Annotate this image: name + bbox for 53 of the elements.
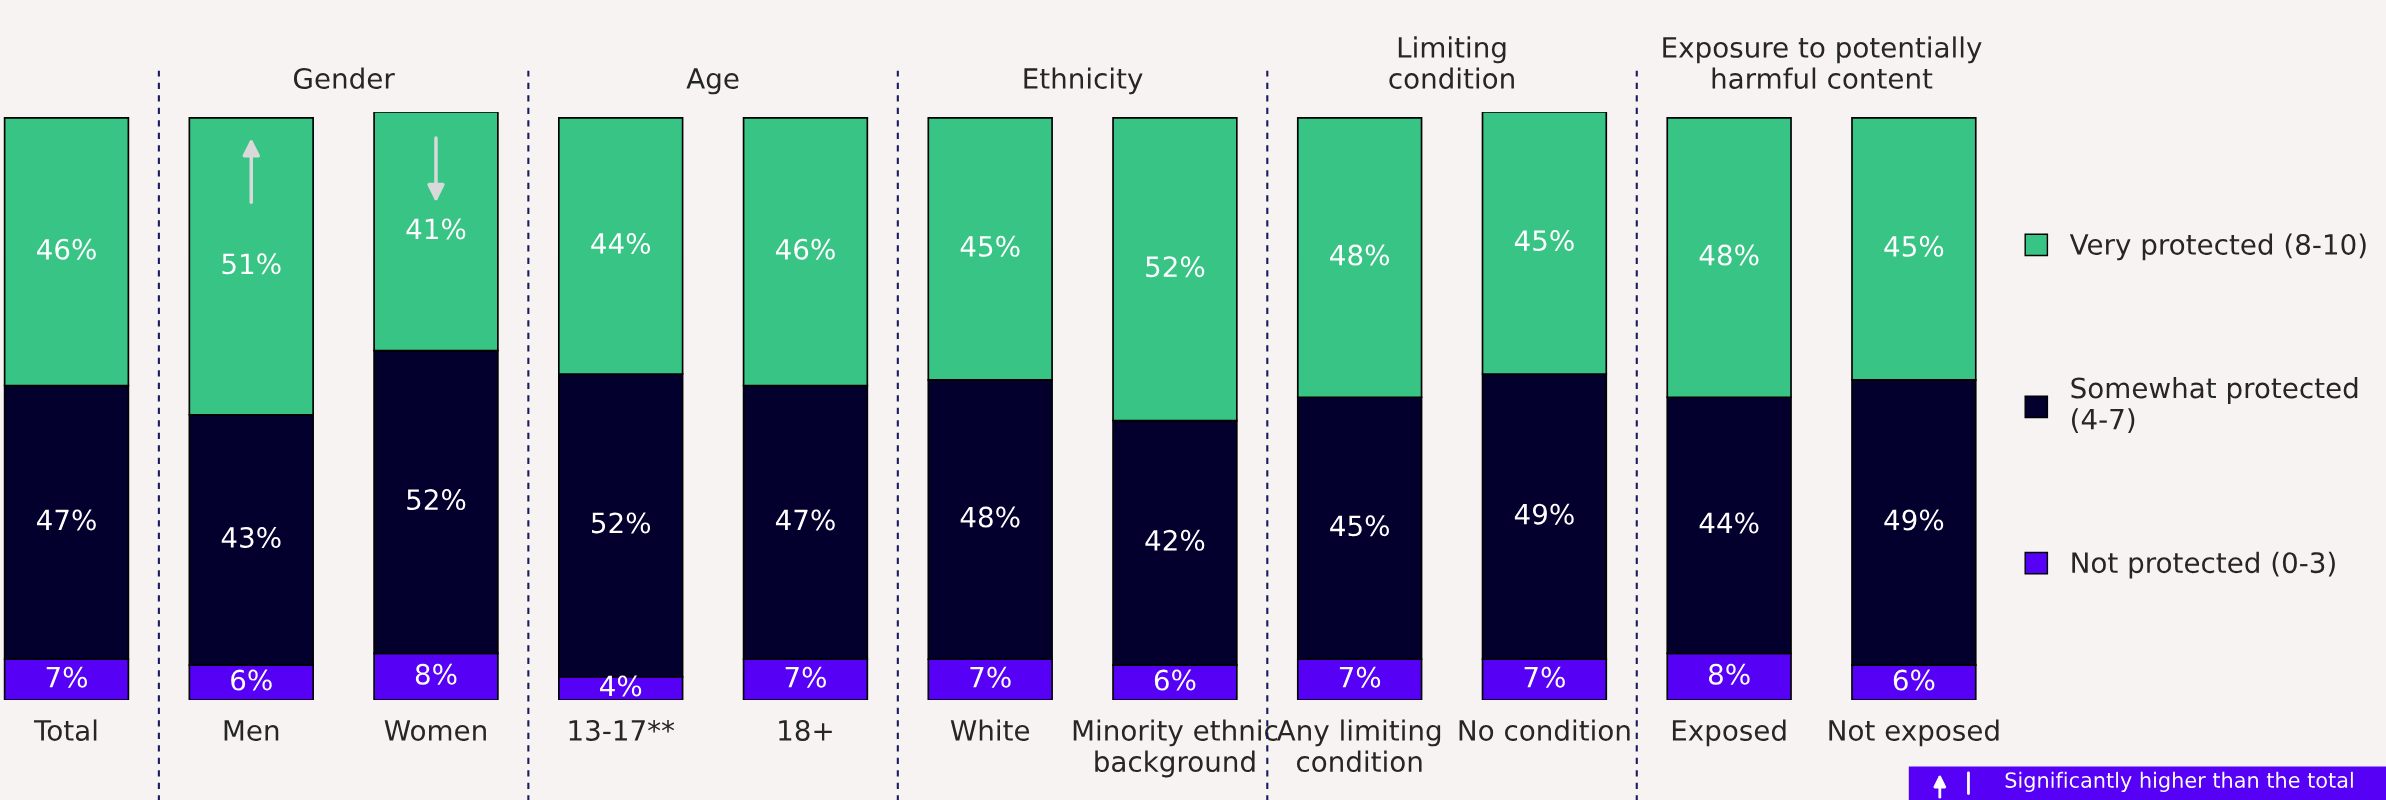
data-label: 49% xyxy=(1514,503,1574,525)
x-tick-label: Not exposed xyxy=(1829,719,1999,747)
data-label: 47% xyxy=(36,509,96,531)
data-label: 46% xyxy=(36,238,96,260)
data-label: 52% xyxy=(1146,256,1205,278)
data-label: 4% xyxy=(600,675,642,697)
data-label: 47% xyxy=(775,509,835,531)
legend-label: Somewhat protected (4-7) xyxy=(2071,377,2358,433)
data-label: 48% xyxy=(960,506,1020,528)
x-tick-label: Men xyxy=(224,720,279,741)
data-label: 7% xyxy=(46,666,88,688)
text: Exposure to potentially harmful content xyxy=(1663,36,1982,89)
data-label: 6% xyxy=(1893,669,1935,691)
data-label: 45% xyxy=(1330,515,1389,537)
data-label: 45% xyxy=(1514,230,1574,252)
x-tick-label: Exposed xyxy=(1672,719,1786,747)
data-label: 49% xyxy=(1884,509,1944,531)
data-label: 8% xyxy=(415,663,457,685)
text: Ethnicity xyxy=(1024,67,1143,95)
legend-label: Not protected (0-3) xyxy=(2072,551,2335,579)
x-tick-label: 18+ xyxy=(779,719,832,741)
data-label: 51% xyxy=(222,253,281,275)
x-tick-label: White xyxy=(950,719,1030,741)
data-label: 42% xyxy=(1145,529,1205,551)
data-label: 45% xyxy=(1884,235,1944,257)
data-label: 48% xyxy=(1699,244,1759,266)
data-label: 52% xyxy=(407,489,466,511)
text: Gender xyxy=(293,67,395,89)
x-tick-label: No condition xyxy=(1459,719,1630,741)
data-label: 48% xyxy=(1330,244,1389,266)
data-label: 7% xyxy=(1339,666,1381,688)
data-label: 8% xyxy=(1708,663,1750,685)
data-label: 52% xyxy=(591,512,651,534)
text: Age xyxy=(686,68,739,95)
x-tick-label: Minority ethnic background xyxy=(1073,719,1278,778)
data-label: 6% xyxy=(1154,669,1196,691)
data-label: 44% xyxy=(591,232,651,254)
x-tick-label: Total xyxy=(33,719,97,741)
legend-label: Very protected (8-10) xyxy=(2069,233,2366,261)
data-label: 43% xyxy=(221,526,281,548)
data-label: 7% xyxy=(785,666,826,688)
x-tick-label: Any limiting condition xyxy=(1276,719,1441,773)
x-tick-label: Women xyxy=(384,720,486,741)
data-label: 46% xyxy=(775,238,835,260)
text: Significantly higher than the total xyxy=(2005,771,2353,792)
data-label: 6% xyxy=(231,669,272,691)
data-label: 7% xyxy=(970,666,1011,688)
data-label: 45% xyxy=(960,235,1020,257)
data-label: 41% xyxy=(406,218,466,240)
text: Limiting condition xyxy=(1389,36,1514,89)
x-tick-label: 13-17** xyxy=(569,719,675,741)
data-label: 7% xyxy=(1524,666,1565,688)
data-label: 44% xyxy=(1699,512,1759,534)
